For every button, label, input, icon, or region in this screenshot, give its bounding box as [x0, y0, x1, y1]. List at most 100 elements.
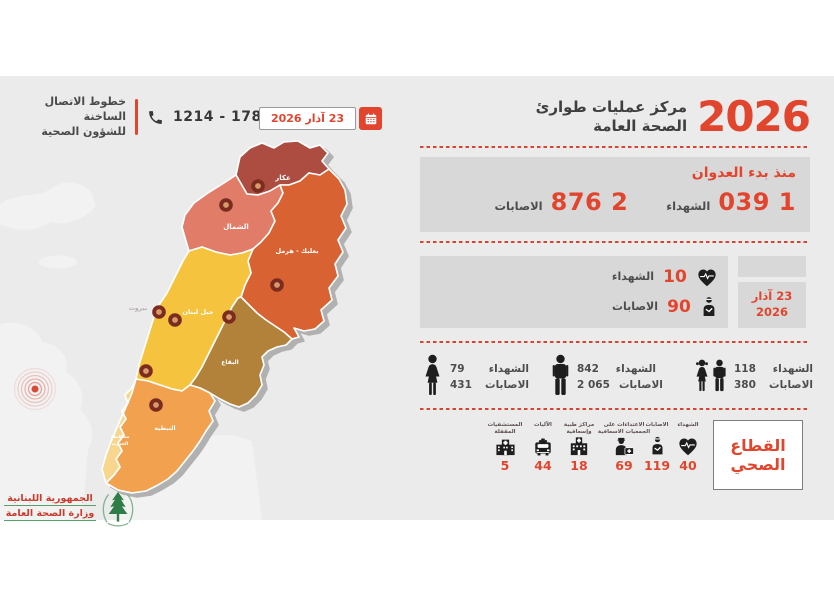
region-baalbek-hermel — [240, 168, 348, 340]
men-martyrs-value: 842 — [577, 363, 599, 375]
page-title: مركز عمليات طوارئ الصحة العامة — [535, 97, 688, 136]
label-akkar: عكار — [274, 174, 291, 182]
dashed-divider — [420, 408, 810, 410]
daily-martyrs-value: 10 — [663, 266, 687, 287]
empty-gray-box — [738, 256, 806, 277]
women-stats: 79 الشهداء 431 الاصابات — [422, 350, 529, 404]
date-badge: 23 آذار 2026 — [259, 107, 382, 130]
health-sector-row: القطاع الصحي الشهداء 40 الاصابات — [420, 420, 810, 494]
martyrs-total: 1 039 — [718, 188, 796, 216]
paramedic-icon — [615, 437, 634, 456]
hotline-block: خطوط الاتصال الساخنة للشؤون الصحية 1214 … — [6, 95, 272, 140]
hotline-divider — [135, 99, 138, 136]
cyprus-watermark — [39, 255, 77, 269]
sector-item-martyrs: الشهداء 40 — [677, 422, 699, 473]
girl-child-icon — [696, 359, 708, 392]
panel-header: مركز عمليات طوارئ الصحة العامة 2026 — [420, 92, 811, 142]
martyrs-total-label: الشهداء — [666, 199, 711, 213]
label-nabatieh: النبطية — [154, 425, 175, 432]
children-injured-value: 380 — [734, 379, 756, 391]
daily-injured-value: 90 — [667, 296, 691, 317]
dashed-divider — [420, 146, 810, 148]
sector-item-medical-centers: مراكز طبية وإسعافية 18 — [563, 422, 595, 473]
since-start-stats: 1 039 الشهداء 2 876 الاصابات — [434, 188, 796, 216]
marker-nabatieh — [149, 398, 163, 412]
label-beirut: بيروت — [129, 305, 147, 312]
boy-child-icon — [713, 359, 726, 392]
women-martyrs-label: الشهداء — [488, 363, 529, 375]
label-north: الشمال — [223, 223, 249, 231]
since-start-title: منذ بدء العدوان — [691, 165, 796, 181]
label-bekaa: البقاع — [221, 359, 238, 366]
sector-item-vehicles: الآليات 44 — [523, 422, 563, 473]
marker-north — [219, 198, 233, 212]
dashed-divider — [420, 241, 810, 243]
man-icon — [552, 354, 569, 395]
children-icons — [694, 359, 727, 395]
injured-total: 2 876 — [550, 188, 629, 216]
hospital-icon — [495, 439, 515, 456]
region-south — [101, 378, 137, 484]
lebanon-map: عكار الشمال بعلبك - هرمل جبل لبنان البقا… — [0, 140, 348, 520]
injured-person-icon — [652, 436, 662, 455]
marker-beirut — [152, 305, 166, 319]
stats-panel: مركز عمليات طوارئ الصحة العامة 2026 منذ … — [420, 76, 813, 520]
incident-markers — [139, 179, 284, 412]
woman-icon — [425, 354, 440, 395]
hotline-label: خطوط الاتصال الساخنة للشؤون الصحية — [41, 95, 126, 138]
phone-icon — [149, 110, 162, 124]
ambulance-icon — [535, 438, 551, 456]
men-stats: 842 الشهداء 2 065 الاصابات — [551, 350, 663, 404]
world-watermark — [0, 182, 262, 520]
label-south-line2: الجنوب — [112, 441, 129, 447]
children-martyrs-value: 118 — [734, 363, 756, 375]
marker-bekaa-west — [222, 310, 236, 324]
men-martyrs-label: الشهداء — [615, 363, 656, 375]
daily-martyrs: 10 الشهداء — [430, 267, 718, 287]
health-sector-title-box: القطاع الصحي — [713, 420, 803, 490]
ministry-logo-text: الجمهورية اللبنانية وزارة الصحة العامة — [4, 493, 96, 524]
children-stats: 118 الشهداء 380 الاصابات — [694, 350, 813, 404]
year-heading: 2026 — [697, 92, 811, 141]
sector-item-injured: الاصابات 119 — [643, 422, 671, 473]
daily-side-column: 23 آذار 2026 — [738, 256, 806, 328]
pulse-rings — [13, 367, 57, 411]
men-injured-value: 2 065 — [577, 379, 610, 391]
children-injured-label: الاصابات — [769, 379, 813, 391]
women-injured-label: الاصابات — [485, 379, 529, 391]
marker-mount-lebanon — [168, 313, 182, 327]
daily-injured-label: الاصابات — [611, 300, 658, 313]
dashed-divider — [420, 341, 810, 343]
women-martyrs-value: 79 — [450, 363, 465, 375]
sector-item-closed-hospitals: المستشفيات المقفلة 5 — [487, 422, 523, 473]
daily-stats-box: 10 الشهداء 90 الاصابات — [420, 256, 728, 328]
daily-martyrs-label: الشهداء — [611, 270, 654, 283]
date-badge-text: 23 آذار 2026 — [259, 107, 356, 130]
marker-coast-south — [139, 364, 153, 378]
men-injured-label: الاصابات — [618, 379, 663, 391]
children-martyrs-label: الشهداء — [772, 363, 813, 375]
heart-icon — [679, 438, 697, 456]
calendar-icon — [359, 107, 382, 130]
ministry-logo: الجمهورية اللبنانية وزارة الصحة العامة — [4, 486, 135, 530]
sector-item-attacks: الاعتداءات على الجمعيات الاسعافية 69 — [597, 422, 651, 473]
marker-akkar — [251, 179, 265, 193]
infographic-banner: عكار الشمال بعلبك - هرمل جبل لبنان البقا… — [0, 76, 834, 527]
label-baalbek-hermel: بعلبك - هرمل — [275, 247, 318, 255]
daily-stats-row: 10 الشهداء 90 الاصابات 23 آ — [420, 256, 810, 328]
medical-center-icon — [570, 437, 588, 456]
injured-person-icon — [703, 296, 715, 316]
daily-date-box: 23 آذار 2026 — [738, 282, 806, 328]
label-south-line1: محافظة — [111, 434, 130, 440]
region-bekaa — [189, 296, 293, 408]
demographics-row: 79 الشهداء 431 الاصابات — [420, 350, 813, 404]
injured-total-label: الاصابات — [494, 199, 543, 213]
cedar-logo-icon — [102, 491, 134, 527]
marker-baalbek — [270, 278, 284, 292]
since-start-box: منذ بدء العدوان 1 039 الشهداء 2 876 الاص… — [420, 157, 810, 232]
hotline-numbers: 1214 - 1787 — [173, 109, 272, 126]
label-mount-lebanon: جبل لبنان — [182, 308, 213, 316]
heart-icon — [698, 269, 716, 286]
women-injured-value: 431 — [450, 379, 472, 391]
daily-injured: 90 الاصابات — [430, 296, 718, 318]
